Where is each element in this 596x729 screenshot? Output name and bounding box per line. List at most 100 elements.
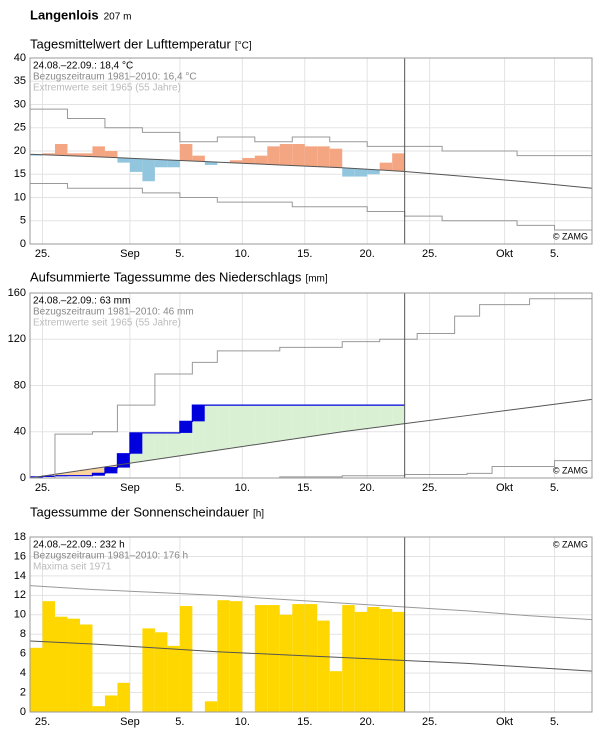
x-tick-label: Okt [496, 716, 513, 728]
x-tick-label: 5. [550, 716, 559, 728]
anomaly-bar [117, 157, 130, 163]
difference-area [329, 405, 343, 433]
bar [342, 605, 355, 712]
bar [329, 671, 343, 712]
x-tick-label: 20. [360, 248, 375, 260]
info-text: 24.08.–22.09.: 18,4 °C [33, 61, 133, 72]
extreme-line [30, 183, 592, 231]
anomaly-bar [54, 144, 68, 156]
anomaly-bar [42, 153, 55, 155]
difference-area [292, 405, 305, 439]
y-tick-label: 10 [14, 191, 26, 203]
difference-area [229, 405, 243, 448]
x-tick-label: Sep [120, 248, 140, 260]
anomaly-bar [379, 162, 393, 171]
y-tick-label: 120 [8, 333, 26, 345]
plot-border [29, 292, 593, 479]
x-tick-label: 5. [175, 716, 184, 728]
y-tick-label: 8 [20, 628, 26, 640]
info-text: Bezugszeitraum 1981–2010: 46 mm [33, 307, 194, 318]
unit: [°C] [235, 41, 252, 52]
daily-precipitation [179, 421, 193, 433]
anomaly-bar [367, 169, 380, 175]
credit: © ZAMG [553, 231, 588, 241]
anomaly-bar [204, 161, 218, 165]
bar [54, 616, 68, 712]
info-text: Bezugszeitraum 1981–2010: 176 h [33, 551, 188, 562]
bar [304, 604, 318, 712]
bar [79, 624, 93, 712]
y-tick-label: 2 [20, 686, 26, 698]
y-tick-label: 4 [20, 667, 26, 679]
difference-area [254, 405, 268, 444]
extreme-line [29, 585, 593, 621]
anomaly-bar [392, 153, 405, 172]
difference-area [67, 471, 80, 476]
anomaly-bar [192, 155, 205, 162]
y-tick-label: 160 [8, 287, 26, 299]
daily-precipitation [104, 467, 118, 474]
anomaly-bar [154, 159, 168, 168]
bar [279, 614, 293, 712]
chart-title: Aufsummierte Tagessumme des Niederschlag… [30, 269, 302, 284]
x-tick-label: 25. [35, 716, 50, 728]
y-tick-label: 35 [14, 75, 26, 87]
bar [92, 706, 105, 712]
extreme-line [30, 298, 592, 479]
difference-area [242, 405, 255, 446]
difference-area [379, 405, 393, 427]
anomaly-bar [329, 148, 343, 168]
info-text: 24.08.–22.09.: 63 mm [33, 296, 130, 307]
difference-area [217, 405, 230, 450]
chart-title: Tagesmittelwert der Lufttemperatur [30, 36, 232, 51]
anomaly-bar [354, 168, 368, 177]
difference-area [104, 465, 118, 468]
info-text: Extremwerte seit 1965 (55 Jahre) [33, 83, 181, 94]
daily-precipitation [117, 453, 130, 468]
y-tick-label: 20 [14, 145, 26, 157]
difference-area [354, 405, 368, 430]
anomaly-bar [67, 153, 80, 156]
plot-border [29, 536, 593, 713]
bar [204, 701, 218, 712]
x-tick-label: 25. [35, 482, 50, 494]
y-tick-label: 15 [14, 168, 26, 180]
cumulative-line [30, 404, 405, 478]
y-tick-label: 0 [20, 238, 26, 250]
difference-area [317, 405, 330, 435]
normal-line [29, 640, 593, 672]
x-tick-label: Okt [496, 248, 513, 260]
x-tick-label: 15. [297, 716, 312, 728]
anomaly-bar [104, 151, 118, 158]
difference-area [267, 405, 280, 442]
x-tick-label: 10. [235, 482, 250, 494]
unit: [mm] [305, 274, 327, 285]
x-tick-label: Sep [120, 482, 140, 494]
difference-area [204, 405, 218, 452]
difference-area [79, 469, 93, 476]
anomaly-bar [30, 154, 43, 156]
y-tick-label: 40 [14, 426, 26, 438]
anomaly-bar [179, 144, 193, 161]
anomaly-bar [79, 153, 93, 157]
anomaly-bar [229, 160, 243, 163]
x-tick-label: 5. [175, 482, 184, 494]
x-tick-label: 10. [235, 716, 250, 728]
x-tick-label: Sep [120, 716, 140, 728]
unit: [h] [253, 509, 264, 520]
y-tick-label: 5 [20, 215, 26, 227]
y-tick-label: 0 [20, 706, 26, 718]
bar [217, 600, 230, 712]
anomaly-bar [167, 160, 180, 168]
difference-area [142, 432, 155, 461]
y-tick-label: 80 [14, 379, 26, 391]
y-tick-label: 14 [14, 570, 26, 582]
difference-area [154, 432, 168, 459]
anomaly-bar [92, 146, 105, 157]
bar [317, 620, 330, 712]
credit: © ZAMG [553, 539, 588, 549]
x-tick-label: 20. [360, 482, 375, 494]
difference-area [342, 405, 355, 431]
bar [379, 608, 393, 712]
